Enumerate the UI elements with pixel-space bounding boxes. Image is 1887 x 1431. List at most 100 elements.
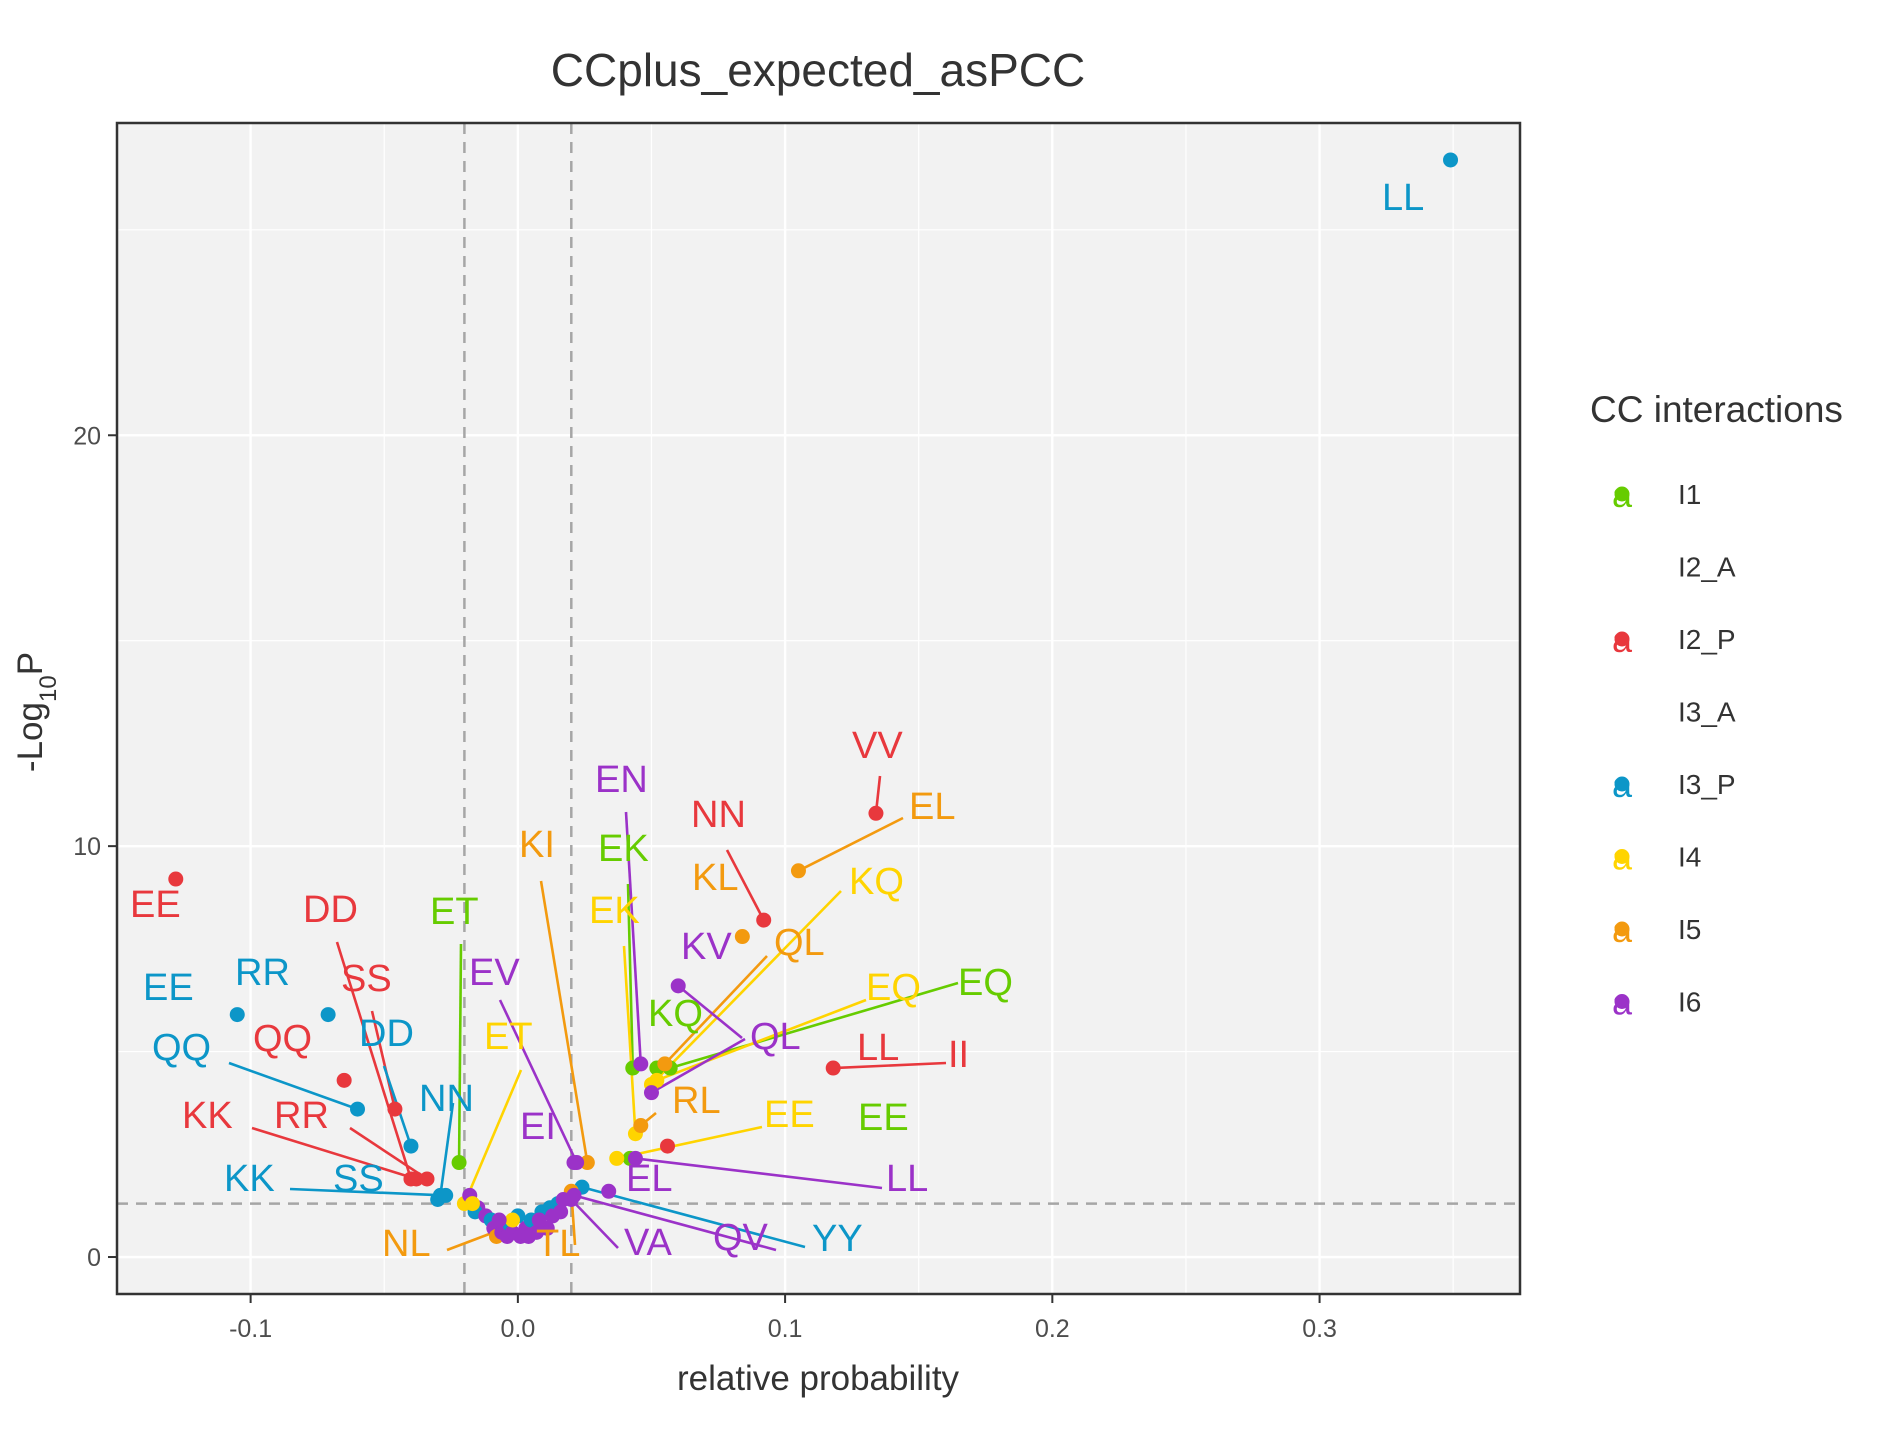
point-label: QQ	[253, 1018, 312, 1060]
point-label: EQ	[958, 962, 1013, 1004]
label-connectors	[228, 775, 959, 1252]
data-point	[868, 805, 884, 821]
legend-key-dot	[1614, 994, 1630, 1009]
point-label: II	[948, 1034, 969, 1076]
data-point	[555, 1191, 571, 1207]
label-connector	[616, 1125, 763, 1160]
point-label: EL	[909, 786, 955, 828]
legend-label: I4	[1678, 842, 1701, 873]
point-label: EE	[764, 1094, 815, 1136]
data-point	[505, 1212, 521, 1228]
legend-key-dot	[1614, 559, 1630, 574]
point-label: LL	[1382, 177, 1424, 219]
threshold-lines	[117, 123, 1520, 1294]
data-point	[1443, 152, 1459, 168]
point-label: NN	[691, 794, 746, 836]
data-point	[566, 1155, 582, 1171]
plot-panel	[117, 123, 1520, 1294]
data-point	[491, 1212, 507, 1228]
data-point	[660, 1138, 676, 1154]
data-points	[168, 152, 1459, 1244]
label-connector	[498, 999, 578, 1164]
point-label: EE	[858, 1097, 909, 1139]
point-label: EQ	[866, 967, 921, 1009]
label-connector	[251, 1126, 417, 1181]
data-point	[627, 1150, 643, 1166]
label-connector	[725, 849, 765, 921]
grid-major	[117, 123, 1520, 1294]
point-label: EV	[469, 952, 520, 994]
label-connector	[663, 955, 768, 1065]
data-point	[336, 1072, 352, 1088]
data-point	[601, 1183, 617, 1199]
point-labels: EQ EE ET EK KQ VV NN EE QQ SS DD KK RR LL II LL EE RR QQ DD…	[130, 177, 1424, 1265]
y-tick-label: 10	[73, 833, 101, 861]
legend-title: CC interactions	[1590, 389, 1843, 430]
y-tick-label: 20	[73, 422, 101, 450]
legend-key-dot	[1614, 631, 1630, 647]
chart-title: CCplus_expected_asPCC	[551, 44, 1085, 96]
point-label: QL	[750, 1016, 801, 1058]
point-label: ET	[430, 891, 479, 933]
label-connector	[370, 1010, 397, 1110]
x-tick-label: 0.3	[1302, 1315, 1337, 1343]
label-connector	[650, 1037, 746, 1094]
y-axis-title: -Log10P	[11, 652, 62, 772]
label-connector	[349, 1126, 428, 1181]
point-label: NN	[419, 1078, 474, 1120]
label-connector	[457, 943, 463, 1163]
point-label: ET	[484, 1016, 533, 1058]
label-connector	[650, 890, 842, 1086]
point-label: RL	[672, 1080, 721, 1122]
point-label: YY	[812, 1218, 863, 1260]
legend-label: I6	[1678, 987, 1701, 1018]
point-label: DD	[359, 1013, 414, 1055]
data-point	[168, 871, 184, 887]
point-label: QL	[774, 922, 825, 964]
data-point	[633, 1056, 649, 1072]
legend-label: I1	[1678, 479, 1701, 510]
label-connector	[833, 1061, 947, 1070]
x-tick-label: 0.2	[1035, 1315, 1070, 1343]
data-point	[229, 1007, 245, 1023]
point-label: KQ	[648, 993, 703, 1035]
point-label: RR	[274, 1095, 329, 1137]
y-axis: 0 10 20	[73, 422, 117, 1272]
label-connector	[635, 1157, 883, 1190]
legend-label: I3_A	[1678, 697, 1736, 728]
data-point	[643, 1085, 659, 1101]
data-point	[350, 1101, 366, 1117]
x-tick-label: 0.1	[768, 1315, 803, 1343]
point-label: EE	[130, 884, 181, 926]
label-connector	[797, 816, 904, 872]
point-label: EK	[598, 828, 649, 870]
data-point	[403, 1138, 419, 1154]
label-connector	[228, 1061, 358, 1111]
x-tick-label: 0.0	[500, 1315, 535, 1343]
x-axis-title: relative probability	[677, 1359, 960, 1398]
label-connector	[539, 880, 589, 1163]
point-label: RR	[235, 952, 290, 994]
legend-key-dot	[1614, 849, 1630, 864]
point-label: LL	[886, 1158, 928, 1200]
point-label: KL	[692, 857, 738, 899]
point-label: EE	[143, 967, 194, 1009]
point-label: VV	[852, 725, 903, 767]
point-label: KV	[681, 926, 732, 968]
point-label: EN	[595, 759, 648, 801]
data-point	[419, 1171, 435, 1187]
label-connector	[624, 811, 643, 1064]
data-point	[579, 1155, 595, 1171]
label-connector	[581, 1185, 806, 1249]
x-axis: -0.1 0.0 0.1 0.2 0.3	[229, 1294, 1337, 1343]
data-point	[387, 1101, 403, 1117]
data-point	[790, 863, 806, 879]
legend-key-dot	[1614, 921, 1630, 937]
label-connector	[570, 1198, 619, 1249]
data-point	[430, 1191, 446, 1207]
point-label: NL	[382, 1223, 431, 1265]
plot-border	[115, 121, 1522, 1296]
data-point	[756, 912, 772, 928]
point-label: VA	[624, 1222, 673, 1264]
